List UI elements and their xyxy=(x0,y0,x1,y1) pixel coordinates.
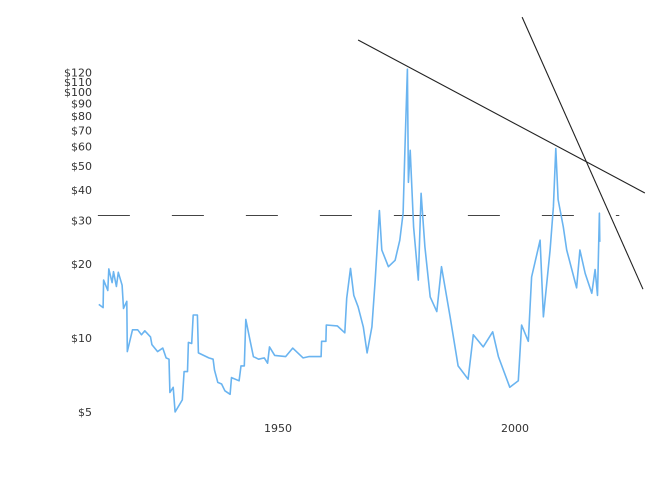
trend-line xyxy=(521,16,644,290)
series-line xyxy=(98,68,601,413)
y-tick-label: $100 xyxy=(64,86,92,99)
y-tick-label: $30 xyxy=(71,215,92,228)
y-tick-label: $60 xyxy=(71,141,92,154)
y-tick-label: $5 xyxy=(78,406,92,419)
y-tick-label: $50 xyxy=(71,160,92,173)
annotations xyxy=(97,16,646,290)
y-tick-label: $110 xyxy=(64,76,92,89)
x-tick-label: 2000 xyxy=(501,422,529,435)
y-tick-label: $10 xyxy=(71,332,92,345)
x-axis-ticks: 1950 2000 xyxy=(264,422,529,435)
y-tick-label: $40 xyxy=(71,184,92,197)
y-tick-label: $80 xyxy=(71,110,92,123)
y-tick-label: $120 xyxy=(64,67,92,80)
y-tick-label: $70 xyxy=(71,124,92,137)
y-axis-ticks: $5 $10 $20 $30 $40 $50 $60 $70$80$90$100$110$12… xyxy=(64,67,92,419)
x-tick-label: 1950 xyxy=(264,422,292,435)
y-tick-label: $90 xyxy=(71,97,92,110)
y-tick-label: $20 xyxy=(71,258,92,271)
trend-line xyxy=(357,39,646,194)
series xyxy=(98,68,601,413)
